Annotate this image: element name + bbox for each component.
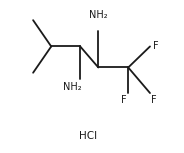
Text: NH₂: NH₂ (63, 82, 81, 92)
Text: F: F (121, 95, 126, 105)
Text: F: F (153, 41, 158, 51)
Text: NH₂: NH₂ (89, 10, 108, 20)
Text: HCl: HCl (79, 131, 98, 141)
Text: F: F (151, 95, 157, 105)
